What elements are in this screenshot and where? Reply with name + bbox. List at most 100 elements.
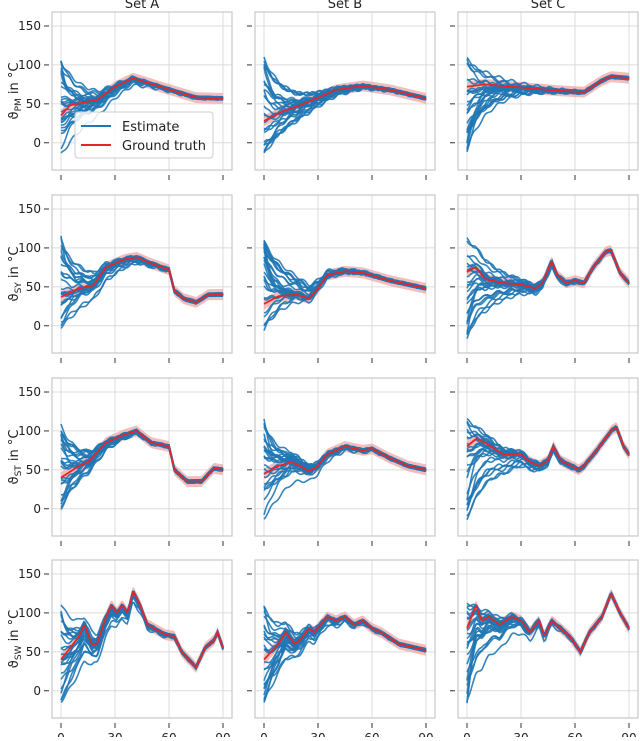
- y-tick-label: 100: [18, 606, 41, 620]
- x-tick-label: 0: [463, 731, 471, 737]
- ground-truth-band: [467, 588, 629, 658]
- y-tick-label: 0: [33, 684, 41, 698]
- x-tick-label: 60: [567, 731, 582, 737]
- y-label-unit: in °C: [7, 430, 22, 466]
- y-tick-label: 50: [26, 280, 41, 294]
- ground-truth-line: [263, 445, 427, 475]
- x-tick-label: 90: [621, 731, 636, 737]
- x-tick-label: 90: [418, 731, 433, 737]
- plot-area: [60, 423, 224, 510]
- y-label-unit: in °C: [7, 247, 22, 283]
- estimate-line: [466, 75, 630, 133]
- panel: [247, 377, 436, 546]
- y-tick-label: 100: [18, 424, 41, 438]
- panel-frame: [457, 377, 639, 537]
- panel: 0 50 100 150: [18, 377, 233, 546]
- y-label-symbol: ϑ: [7, 111, 22, 119]
- legend-label: Ground truth: [122, 139, 206, 154]
- panel: 0306090Time in min: [247, 559, 436, 741]
- column-title: Set A: [125, 0, 159, 12]
- y-tick-label: 0: [33, 136, 41, 150]
- panel-frame: [457, 11, 639, 171]
- plot-area: [263, 56, 427, 154]
- ground-truth-line: [60, 77, 224, 117]
- plot-area: [466, 56, 630, 153]
- plot-area: [60, 60, 224, 154]
- column-title: Set C: [531, 0, 566, 12]
- ground-truth-line: [263, 270, 427, 305]
- panel-frame: [51, 377, 233, 537]
- ground-truth-line: [466, 75, 630, 94]
- ground-truth-line: [466, 249, 630, 290]
- y-axis-label: ϑPM in °C: [7, 63, 24, 120]
- ground-truth-line: [466, 426, 630, 471]
- y-tick-label: 50: [26, 463, 41, 477]
- y-axis-label: ϑST in °C: [7, 430, 24, 485]
- panel: [450, 11, 639, 180]
- y-label-unit: in °C: [7, 610, 22, 646]
- panel-frame: [51, 11, 233, 171]
- y-tick-label: 50: [26, 97, 41, 111]
- y-tick-label: 0: [33, 502, 41, 516]
- estimate-line: [60, 430, 224, 510]
- ground-truth-line: [60, 591, 224, 670]
- column-title: Set B: [328, 0, 362, 12]
- panel: [247, 194, 436, 363]
- legend-box: [74, 111, 214, 159]
- plot-area: [466, 588, 630, 704]
- panel-frame: [457, 559, 639, 719]
- legend: Estimate Ground truth: [74, 111, 214, 159]
- y-label-symbol: ϑ: [7, 476, 22, 484]
- panel: 0306090Time in min: [450, 559, 639, 741]
- x-tick-label: 30: [107, 731, 122, 737]
- x-tick-label: 90: [215, 731, 230, 737]
- panel-frame: [254, 559, 436, 719]
- plot-area: [466, 237, 630, 339]
- y-label-subscript: SY: [14, 282, 24, 294]
- ground-truth-line: [263, 85, 427, 122]
- y-axis-label: ϑSY in °C: [7, 247, 24, 302]
- panel: [450, 194, 639, 363]
- ground-truth-line: [466, 592, 630, 654]
- y-tick-label: 150: [18, 202, 41, 216]
- panel-frame: [254, 11, 436, 171]
- y-label-subscript: ST: [14, 465, 24, 477]
- y-label-unit: in °C: [7, 63, 22, 99]
- plot-area: [263, 239, 427, 331]
- ground-truth-band: [61, 251, 223, 308]
- x-tick-label: 60: [161, 731, 176, 737]
- panel: [450, 377, 639, 546]
- estimate-line: [60, 429, 224, 508]
- y-tick-label: 100: [18, 241, 41, 255]
- y-label-symbol: ϑ: [7, 660, 22, 668]
- x-tick-label: 30: [310, 731, 325, 737]
- y-tick-label: 150: [18, 567, 41, 581]
- panel-frame: [51, 559, 233, 719]
- x-tick-label: 60: [364, 731, 379, 737]
- y-tick-label: 150: [18, 385, 41, 399]
- estimate-line: [263, 83, 427, 118]
- x-tick-label: 30: [513, 731, 528, 737]
- y-label-subscript: SW: [14, 645, 24, 660]
- legend-label: Estimate: [122, 120, 179, 135]
- plot-area: [60, 235, 224, 329]
- y-tick-label: 50: [26, 645, 41, 659]
- estimate-line: [263, 269, 427, 331]
- x-tick-label: 0: [260, 731, 268, 737]
- panel-frame: [51, 194, 233, 354]
- plot-area: [60, 587, 224, 704]
- plot-area: [263, 418, 427, 520]
- panel: 0306090050100150Time in min: [18, 559, 233, 741]
- y-tick-label: 0: [33, 319, 41, 333]
- y-tick-label: 150: [18, 19, 41, 33]
- ground-truth-line: [60, 256, 223, 304]
- x-tick-label: 0: [57, 731, 65, 737]
- plot-area: [466, 417, 630, 521]
- panel-frame: [254, 194, 436, 354]
- y-axis-label: ϑSW in °C: [7, 610, 24, 668]
- panel: 0 50 100 150: [18, 194, 233, 363]
- panel: [247, 11, 436, 180]
- y-tick-label: 100: [18, 58, 41, 72]
- y-label-subscript: PM: [14, 98, 24, 111]
